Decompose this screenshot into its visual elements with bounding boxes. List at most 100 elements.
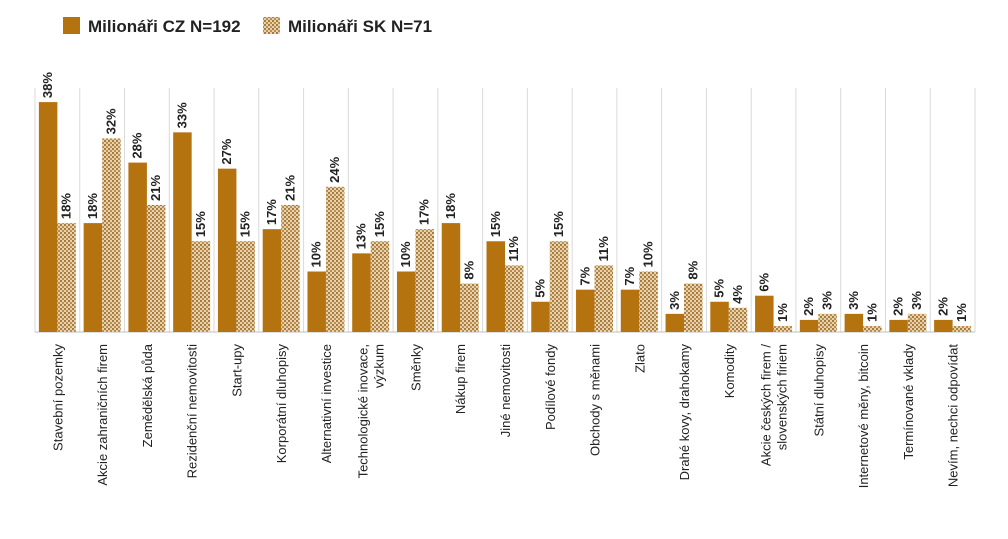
- bar-sk: [325, 186, 345, 332]
- bar-cz: [173, 132, 192, 332]
- data-label-sk: 24%: [327, 156, 342, 182]
- category-label: Jiné nemovitosti: [498, 344, 513, 437]
- bar-cz: [934, 319, 953, 332]
- bar-sk: [102, 138, 121, 332]
- bar-cz: [710, 301, 729, 332]
- data-label-sk: 18%: [59, 193, 74, 219]
- category-label: Směnky: [408, 344, 423, 391]
- bar-cz: [755, 295, 774, 332]
- data-label-cz: 6%: [756, 272, 771, 291]
- data-label-cz: 7%: [577, 266, 592, 285]
- data-label-sk: 11%: [506, 236, 521, 262]
- data-label-sk: 11%: [596, 236, 611, 262]
- bar-cz: [38, 102, 58, 332]
- category-label: Obchody s měnami: [588, 344, 603, 456]
- category-label: Státní dluhopisy: [811, 344, 826, 437]
- data-label-cz: 2%: [801, 297, 816, 316]
- data-label-cz: 3%: [846, 291, 861, 310]
- data-label-sk: 21%: [282, 174, 297, 200]
- legend-swatch-sk: [263, 17, 280, 34]
- bar-sk: [191, 241, 211, 332]
- data-label-cz: 38%: [40, 72, 55, 98]
- legend: Milionáři CZ N=192 Milionáři SK N=71: [63, 17, 432, 36]
- category-label: Alternativní investice: [319, 344, 334, 463]
- legend-swatch-cz: [63, 17, 80, 34]
- bar-sk: [505, 265, 524, 332]
- bar-cz: [307, 271, 326, 332]
- category-label: Korporátní dluhopisy: [274, 344, 289, 464]
- bar-sk: [281, 204, 300, 332]
- data-label-cz: 5%: [712, 279, 727, 298]
- data-label-sk: 21%: [148, 174, 163, 200]
- data-label-cz: 5%: [533, 279, 548, 298]
- data-label-sk: 4%: [730, 285, 745, 304]
- bar-sk: [639, 271, 658, 332]
- category-label: Nevím, nechci odpovídat: [946, 344, 961, 487]
- legend-item-sk: Milionáři SK N=71: [263, 17, 432, 36]
- data-label-cz: 10%: [309, 241, 324, 267]
- bar-cz: [486, 241, 505, 332]
- bar-cz: [217, 168, 237, 332]
- data-label-cz: 7%: [622, 266, 637, 285]
- bar-sk: [907, 313, 927, 332]
- data-label-cz: 3%: [667, 291, 682, 310]
- bar-sk: [370, 241, 390, 332]
- data-label-sk: 8%: [685, 260, 700, 279]
- bar-sk: [236, 241, 255, 332]
- bar-sk: [146, 204, 166, 332]
- bar-sk: [773, 325, 793, 332]
- bar-sk: [684, 283, 703, 332]
- bar-sk: [57, 223, 76, 332]
- data-label-sk: 15%: [372, 211, 387, 237]
- data-label-cz: 28%: [130, 132, 145, 158]
- bar-sk: [728, 307, 748, 332]
- data-label-cz: 27%: [219, 138, 234, 164]
- bar-cz: [352, 253, 371, 332]
- bar-sk: [952, 325, 972, 332]
- data-label-cz: 2%: [935, 297, 950, 316]
- category-label: Internetové měny, bitcoin: [856, 344, 871, 488]
- category-label: Podílové fondy: [543, 344, 558, 431]
- bar-cz: [844, 313, 864, 332]
- data-label-cz: 17%: [264, 199, 279, 225]
- category-label: Termínované vklady: [901, 344, 916, 460]
- category-label: Nákup firem: [453, 344, 468, 414]
- data-label-cz: 13%: [353, 223, 368, 249]
- bar-sk: [415, 229, 434, 332]
- bar-sk: [549, 241, 569, 332]
- bar-cz: [396, 271, 416, 332]
- category-label: Rezidenční nemovitosti: [185, 344, 200, 479]
- bar-cz: [665, 313, 685, 332]
- category-label: Stavební pozemky: [50, 344, 65, 451]
- bar-cz: [441, 223, 461, 332]
- bar-cz: [889, 319, 908, 332]
- data-label-sk: 32%: [103, 108, 118, 134]
- data-label-sk: 1%: [954, 303, 969, 322]
- category-label: Zemědělská půda: [140, 343, 155, 447]
- legend-label-sk: Milionáři SK N=71: [288, 17, 432, 36]
- data-label-sk: 1%: [864, 303, 879, 322]
- data-label-sk: 1%: [775, 303, 790, 322]
- data-label-sk: 8%: [461, 260, 476, 279]
- bar-cz: [128, 162, 147, 332]
- data-label-cz: 33%: [174, 102, 189, 128]
- plot-area: 38% 18% Stavební pozemky 18% 32% Akcie zahran…: [34, 72, 976, 488]
- data-label-sk: 17%: [417, 199, 432, 225]
- data-label-sk: 3%: [820, 291, 835, 310]
- bar-cz: [620, 289, 640, 332]
- data-label-cz: 2%: [891, 297, 906, 316]
- data-label-sk: 15%: [238, 211, 253, 237]
- category-label: Technologické inovace,výzkum: [356, 344, 387, 478]
- bar-sk: [818, 313, 837, 332]
- bar-cz: [531, 301, 550, 332]
- bar-cz: [262, 229, 282, 332]
- category-label: Akcie českých firem /slovenských firiem: [759, 344, 790, 466]
- data-label-sk: 3%: [909, 291, 924, 310]
- category-label: Zlato: [632, 344, 647, 373]
- data-label-sk: 10%: [641, 241, 656, 267]
- bar-cz: [83, 223, 103, 332]
- category-label: Komodity: [722, 344, 737, 399]
- bar-sk: [594, 265, 614, 332]
- legend-item-cz: Milionáři CZ N=192: [63, 17, 241, 36]
